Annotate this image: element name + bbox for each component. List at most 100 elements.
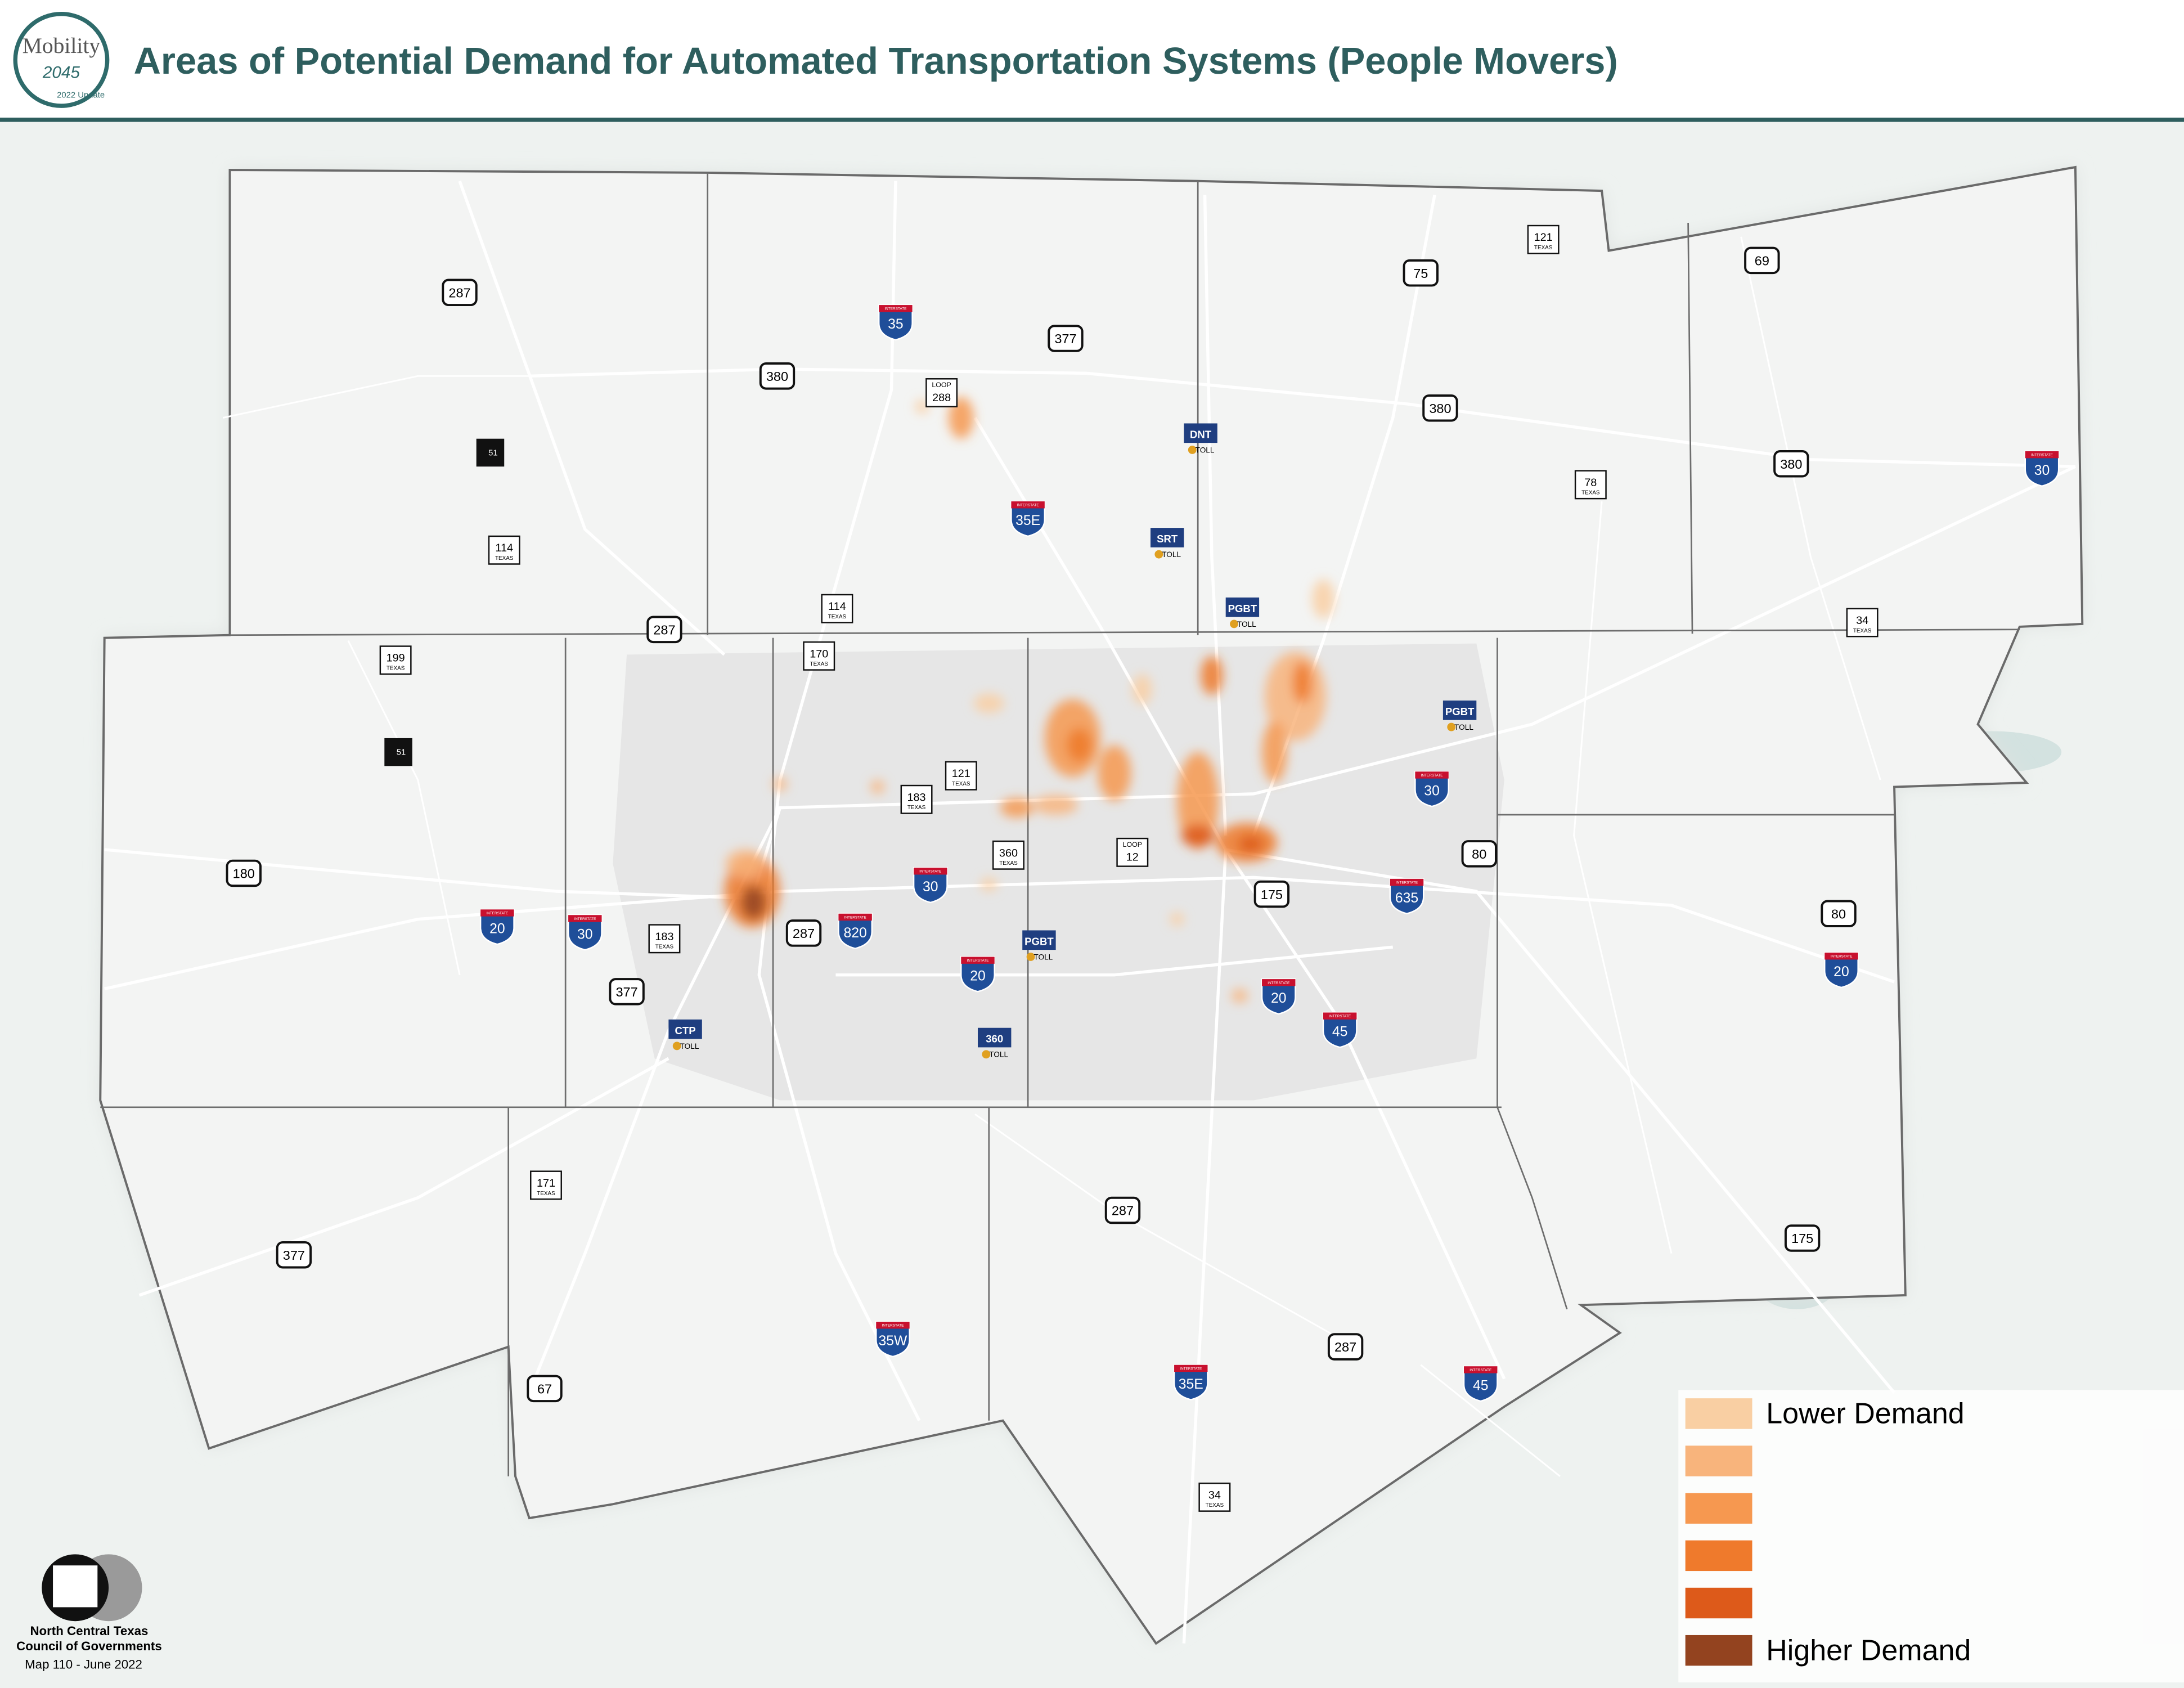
interstate-shield	[1389, 878, 1424, 915]
shield-label: 30	[2034, 463, 2050, 478]
shield-label: 35	[888, 317, 904, 332]
shield: INTERSTATE 20	[1261, 978, 1296, 1015]
toll-shield	[977, 1027, 1012, 1048]
interstate-shield	[1322, 1012, 1358, 1048]
shield-label: 287	[448, 285, 470, 300]
shield-label: 51	[488, 448, 498, 457]
shield-label: CTP	[675, 1025, 696, 1036]
shield-sub: TOLL	[1196, 446, 1215, 454]
shield-label: DNT	[1190, 428, 1212, 440]
shield-label: 175	[1791, 1231, 1813, 1246]
shield: 180	[226, 859, 262, 887]
shield: INTERSTATE 35E	[1173, 1364, 1208, 1400]
shield-sub: TEXAS	[828, 614, 847, 620]
shield: 380	[1773, 450, 1809, 478]
heat-blob	[1201, 656, 1223, 695]
shield-sub: TEXAS	[537, 1191, 555, 1197]
shield: INTERSTATE 30	[2024, 450, 2060, 487]
shield: INTERSTATE 20	[1824, 951, 1859, 989]
toll-shield	[1022, 930, 1056, 950]
interstate-band	[1825, 953, 1858, 960]
state-shield	[900, 784, 933, 814]
heat-blob	[1292, 661, 1313, 703]
heat-blob	[1000, 798, 1034, 818]
interstate-band	[568, 915, 602, 922]
state-shield	[1574, 470, 1607, 500]
shield: 380	[759, 362, 796, 390]
shield-sub: TOLL	[1033, 953, 1053, 961]
state-shield	[1198, 1482, 1231, 1512]
us-shield	[527, 1375, 563, 1403]
state-shield	[925, 378, 958, 408]
texas-shield	[384, 738, 412, 766]
shield-sub: TOLL	[1162, 550, 1181, 559]
state-shield	[803, 641, 835, 671]
shield-sub: TEXAS	[907, 805, 926, 811]
us-shield	[646, 616, 682, 644]
shield-label: PGBT	[1024, 935, 1054, 947]
shield: SRT TOLL	[1150, 528, 1184, 559]
shield-label: PGBT	[1228, 603, 1257, 614]
shield-sub: TOLL	[1454, 723, 1473, 731]
heat-blob	[1033, 795, 1078, 815]
us-shield	[276, 1241, 312, 1269]
shield-label: 121	[1534, 231, 1553, 244]
shield: 175	[1784, 1224, 1821, 1252]
heat-blob	[1231, 989, 1248, 1003]
toll-shield	[1225, 597, 1260, 617]
shield: 287	[646, 616, 682, 644]
interstate-band	[1464, 1366, 1498, 1373]
shield-sub: TEXAS	[999, 860, 1018, 867]
shield-top: INTERSTATE	[1329, 1014, 1351, 1018]
toll-shield	[1442, 701, 1477, 720]
state-shield	[992, 840, 1024, 870]
legend-label: Higher Demand	[1766, 1634, 1971, 1667]
interstate-shield	[1010, 500, 1046, 537]
shield-label: 380	[766, 369, 788, 384]
legend-label: Lower Demand	[1766, 1398, 1964, 1430]
shield: LOOP 12	[1116, 837, 1149, 867]
shield: PGBT TOLL	[1225, 597, 1260, 628]
interstate-shield	[2024, 450, 2060, 487]
logo-word: Mobility	[23, 33, 101, 58]
toll-dot	[982, 1050, 991, 1059]
interstate-band	[876, 1322, 910, 1329]
shield: 75	[1403, 259, 1439, 287]
legend-swatch	[1685, 1587, 1752, 1619]
us-shield	[759, 362, 796, 390]
shield-sub: TEXAS	[387, 666, 405, 672]
shield: CTP TOLL	[668, 1019, 702, 1050]
shield-top: INTERSTATE	[1470, 1368, 1491, 1372]
toll-dot	[1154, 550, 1163, 559]
shield-label: 35E	[1179, 1377, 1203, 1392]
toll-dot	[1026, 953, 1035, 961]
shield-label: 183	[907, 791, 926, 803]
shield-label: 377	[615, 985, 637, 999]
shield-label: 78	[1584, 477, 1597, 489]
shield-label: 30	[577, 927, 593, 942]
shield: INTERSTATE 30	[1414, 771, 1450, 807]
header-bar	[0, 0, 2184, 120]
logo-update: 2022 Update	[57, 91, 105, 100]
legend-swatch	[1685, 1398, 1752, 1429]
shield-top: INTERSTATE	[2031, 454, 2053, 457]
shield-label: PGBT	[1445, 706, 1475, 717]
shield: INTERSTATE 35	[878, 304, 913, 341]
shield-label: 30	[923, 879, 938, 895]
shield-label: 35E	[1015, 513, 1040, 528]
shield-label: 360	[986, 1033, 1003, 1045]
interstate-band	[1262, 979, 1296, 986]
shield-top: INTERSTATE	[574, 917, 596, 921]
shield: INTERSTATE 820	[838, 913, 873, 949]
toll-shield	[1150, 528, 1184, 547]
legend-swatch	[1685, 1493, 1752, 1524]
interstate-band	[838, 913, 872, 921]
shield: INTERSTATE 35W	[875, 1321, 910, 1358]
shields: 287INTERSTATE35LOOP28837738075121TEXAS69…	[226, 225, 2060, 1512]
shield: DNT TOLL	[1184, 423, 1217, 454]
shield: INTERSTATE 30	[567, 914, 603, 951]
page-title: Areas of Potential Demand for Automated …	[134, 41, 1618, 82]
